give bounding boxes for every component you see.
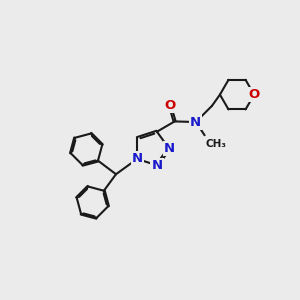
Text: N: N bbox=[190, 116, 201, 128]
Text: O: O bbox=[248, 88, 260, 101]
Text: O: O bbox=[164, 99, 175, 112]
Text: N: N bbox=[152, 159, 163, 172]
Text: CH₃: CH₃ bbox=[205, 139, 226, 149]
Text: N: N bbox=[164, 142, 175, 155]
Text: N: N bbox=[132, 152, 143, 165]
